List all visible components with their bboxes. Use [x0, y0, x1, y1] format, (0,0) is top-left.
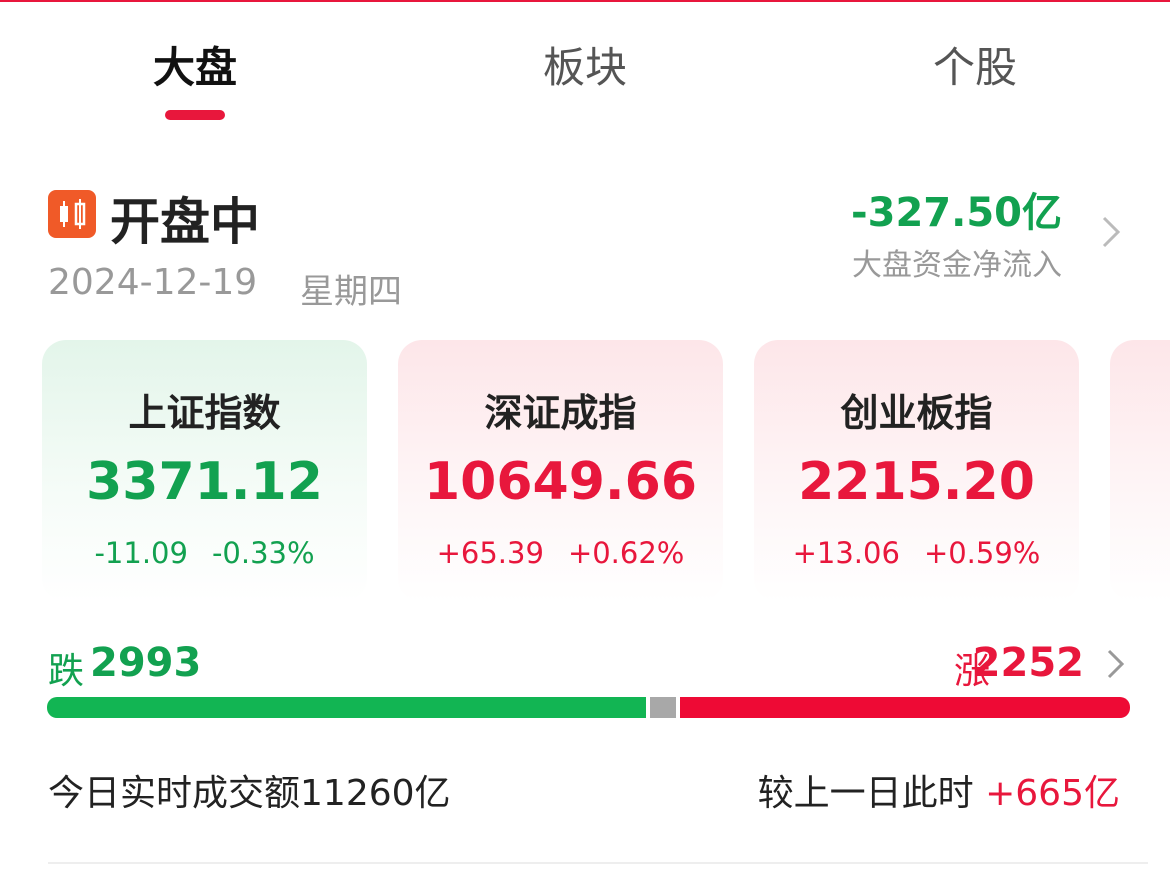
index-pct: +0.62%	[567, 536, 685, 570]
index-change-row: -11.09 -0.33%	[42, 536, 367, 570]
index-name: 上证指数	[128, 391, 281, 435]
tab[interactable]: 个股	[932, 43, 1017, 92]
index-change: -11.09	[94, 536, 188, 570]
index-name: 创业板指	[840, 391, 993, 435]
up-count: 2252	[972, 640, 1084, 686]
tab[interactable]: 板块	[542, 43, 627, 92]
market-status: 开盘中	[110, 193, 260, 251]
chevron[interactable]	[1098, 212, 1126, 252]
up-bar	[679, 697, 1130, 718]
top-border	[0, 0, 1170, 2]
index-card[interactable]: 创业板指 2215.20 +13.06 +0.59%	[754, 340, 1079, 602]
index-pct: +0.59%	[923, 536, 1041, 570]
tab[interactable]: 大盘	[152, 43, 237, 92]
index-change: +65.39	[436, 536, 544, 570]
divider	[48, 862, 1148, 864]
index-card[interactable]: 上证指数 3371.12 -11.09 -0.33%	[42, 340, 367, 602]
weekday: 星期四	[300, 272, 402, 312]
down-label: 跌	[48, 651, 85, 692]
index-card[interactable]: 深证成指 10649.66 +65.39 +0.62%	[398, 340, 723, 602]
chevron[interactable]	[1104, 646, 1128, 682]
turnover-label: 今日实时成交额	[48, 773, 301, 814]
index-change-row: +65.39 +0.62%	[398, 536, 723, 570]
fund-flow-value: -327.50亿	[851, 190, 1062, 236]
tab-indicator	[165, 110, 225, 120]
down-bar	[47, 697, 646, 718]
up-label: 涨	[953, 651, 990, 692]
index-change: +13.06	[792, 536, 900, 570]
index-value: 2215.20	[798, 452, 1035, 512]
index-value: 10649.66	[423, 452, 698, 512]
compare-label: 较上一日此时	[757, 773, 974, 814]
index-pct: -0.33%	[211, 536, 315, 570]
index-name: 深证成指	[484, 391, 637, 435]
turnover: 今日实时成交额11260亿	[48, 764, 451, 816]
down-count: 2993	[90, 640, 202, 686]
fund-flow-label: 大盘资金净流入	[852, 248, 1062, 283]
compare-value: +665亿	[985, 773, 1120, 814]
status-icon	[48, 190, 96, 238]
index-value: 3371.12	[86, 452, 323, 512]
turnover-compare: 较上一日此时 +665亿	[758, 764, 1120, 816]
index-change-row: +13.06 +0.59%	[754, 536, 1079, 570]
turnover-value: 11260亿	[300, 773, 451, 814]
date: 2024-12-19	[48, 262, 258, 303]
index-card-partial[interactable]	[1110, 340, 1170, 602]
flat-bar	[649, 697, 676, 718]
